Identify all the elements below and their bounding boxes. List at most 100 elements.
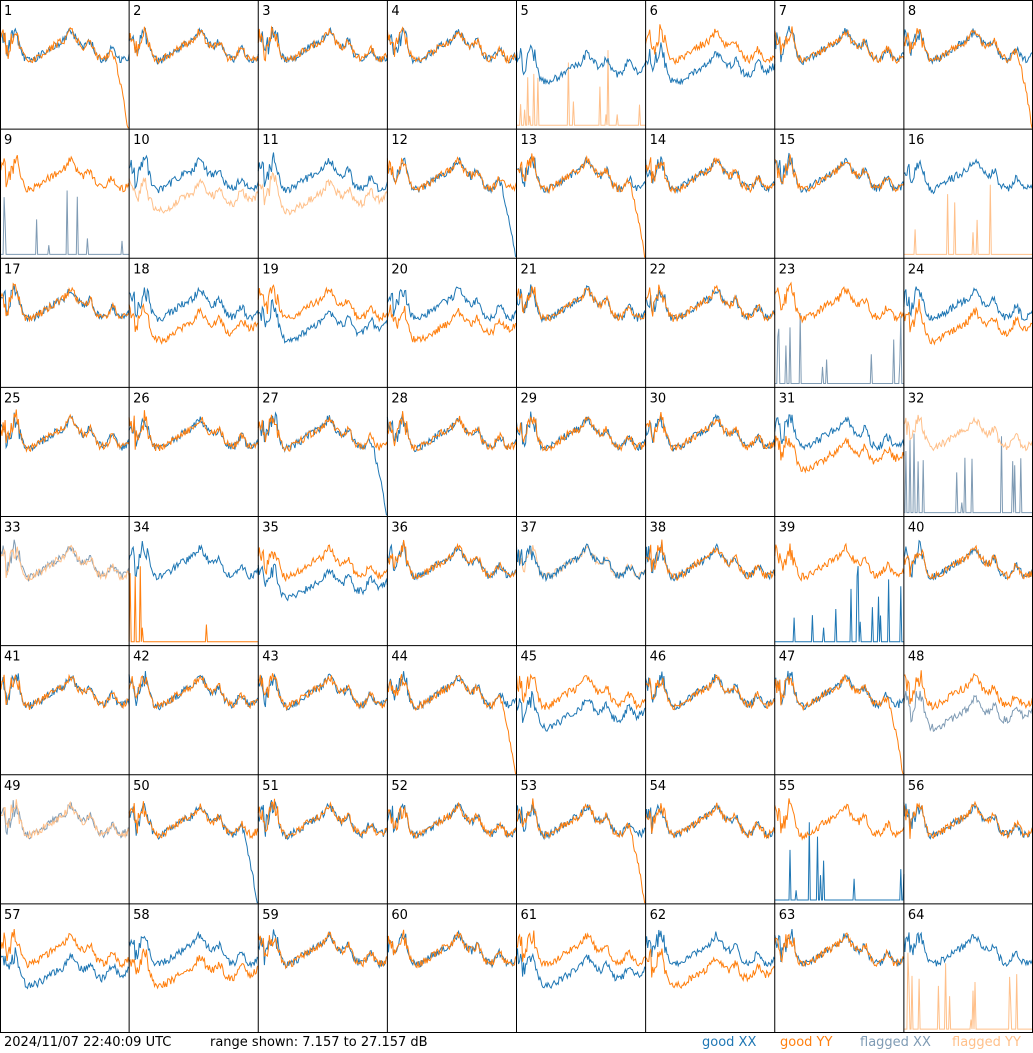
series-yy-good <box>387 539 517 580</box>
panel-30: 30 <box>645 391 776 452</box>
panel-34: 34 <box>128 521 259 643</box>
series-yy-good <box>774 26 905 64</box>
panel-label: 20 <box>391 262 408 277</box>
panel-label: 48 <box>908 650 925 665</box>
series-yy-good <box>0 673 130 710</box>
panel-label: 13 <box>521 133 538 148</box>
panel-39: 39 <box>774 521 905 643</box>
panel-20: 20 <box>386 262 517 343</box>
panel-21: 21 <box>516 262 647 323</box>
series-xx-good <box>774 929 905 968</box>
panel-label: 36 <box>391 521 408 536</box>
panel-40: 40 <box>903 521 1033 581</box>
series-xx-good <box>128 541 259 581</box>
panel-label: 49 <box>4 779 21 794</box>
panel-label: 3 <box>262 4 270 19</box>
series-yy-good <box>774 542 905 582</box>
series-xx-good <box>0 285 130 323</box>
series-yy-good <box>645 284 776 322</box>
series-xx-good <box>257 411 388 516</box>
series-xx-good <box>774 152 905 193</box>
panel-38: 38 <box>645 521 776 582</box>
series-xx-good <box>386 802 517 839</box>
series-xx-good <box>128 416 259 450</box>
series-xx-good <box>257 673 388 712</box>
panel-label: 5 <box>521 4 529 19</box>
panel-16: 16 <box>903 133 1033 255</box>
panel-label: 55 <box>779 779 796 794</box>
footer: 2024/11/07 22:40:09 UTC range shown: 7.1… <box>0 1033 1033 1053</box>
panel-label: 10 <box>133 133 150 148</box>
panel-label: 21 <box>521 262 538 277</box>
panel-10: 10 <box>128 133 259 214</box>
panel-27: 27 <box>257 391 388 516</box>
panel-label: 8 <box>908 4 916 19</box>
panel-label: 14 <box>650 133 667 148</box>
panel-label: 30 <box>650 391 667 406</box>
panel-label: 11 <box>262 133 279 148</box>
series-xx-good <box>645 413 776 452</box>
panel-52: 52 <box>386 779 517 839</box>
series-yy-good <box>645 24 776 66</box>
panel-14: 14 <box>645 133 776 194</box>
panel-42: 42 <box>128 650 259 711</box>
panel-label: 2 <box>133 4 141 19</box>
series-xx-good <box>645 42 776 86</box>
series-yy-good <box>774 281 905 324</box>
panel-2: 2 <box>128 4 259 65</box>
panel-9: 9 <box>0 133 130 255</box>
panel-label: 45 <box>521 650 538 665</box>
panel-56: 56 <box>903 779 1033 840</box>
series-yy-good <box>903 28 1033 129</box>
panel-36: 36 <box>386 521 517 581</box>
panel-46: 46 <box>645 650 776 711</box>
panel-22: 22 <box>645 262 776 322</box>
panel-label: 17 <box>4 262 21 277</box>
panel-59: 59 <box>257 908 388 970</box>
series-xx-good <box>386 286 517 322</box>
series-xx-good <box>645 929 776 968</box>
series-xx-good <box>257 800 388 841</box>
panel-32: 32 <box>903 391 1033 514</box>
series-xx-flagged <box>774 312 904 384</box>
series-yy-good <box>257 931 388 970</box>
panel-6: 6 <box>645 4 776 86</box>
panel-63: 63 <box>774 908 905 968</box>
panel-13: 13 <box>516 133 647 258</box>
panel-label: 46 <box>650 650 667 665</box>
panel-label: 9 <box>4 133 12 148</box>
series-yy-good <box>516 286 646 322</box>
panel-24: 24 <box>903 262 1033 346</box>
series-xx-good <box>774 25 905 66</box>
series-yy-good <box>0 409 130 453</box>
panel-label: 41 <box>4 650 21 665</box>
panel-45: 45 <box>516 650 647 732</box>
series-yy-flagged <box>903 184 1033 255</box>
series-yy-good <box>128 801 259 840</box>
series-yy-good <box>128 948 259 990</box>
series-yy-good <box>0 929 130 969</box>
series-xx-good <box>516 44 647 85</box>
panel-label: 40 <box>908 521 925 536</box>
panel-17: 17 <box>0 262 130 323</box>
panel-label: 53 <box>521 779 538 794</box>
panel-label: 23 <box>779 262 796 277</box>
panel-18: 18 <box>128 262 259 345</box>
series-xx-good <box>903 158 1033 195</box>
series-yy-good <box>257 544 388 583</box>
panel-51: 51 <box>257 779 388 841</box>
panel-label: 26 <box>133 391 150 406</box>
panel-8: 8 <box>903 4 1033 129</box>
panel-3: 3 <box>257 4 388 63</box>
panel-44: 44 <box>386 650 517 774</box>
panel-label: 34 <box>133 521 150 536</box>
panel-label: 25 <box>4 391 21 406</box>
panel-label: 33 <box>4 521 21 536</box>
panel-label: 1 <box>4 4 12 19</box>
series-xx-good <box>774 822 905 901</box>
series-xx-good <box>645 803 775 839</box>
series-yy-good <box>903 544 1033 581</box>
series-xx-good <box>128 286 259 322</box>
series-xx-good <box>774 566 904 643</box>
